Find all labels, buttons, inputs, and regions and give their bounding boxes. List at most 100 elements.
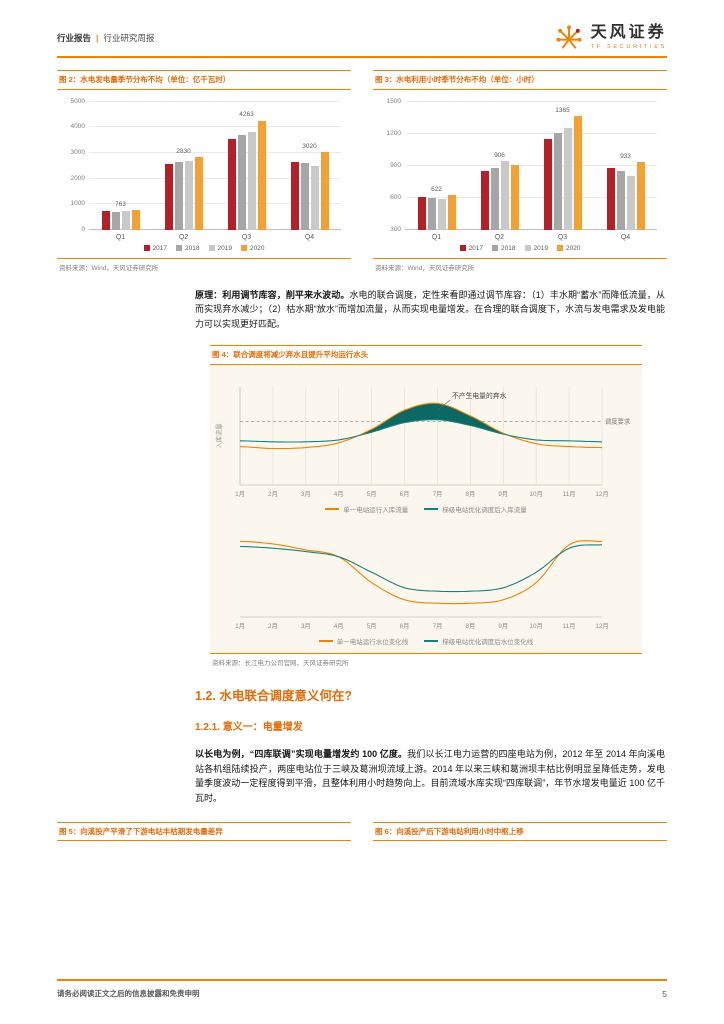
y-axis-tick: 1500	[386, 97, 401, 105]
legend-swatch	[325, 508, 340, 511]
figure-4-title: 图 4：联合调度将减少弃水且提升平均运行水头	[210, 345, 642, 366]
brand-flower-icon	[556, 25, 582, 49]
figure-2-bar-chart: 0 1000 2000 3000 4000 5000 763 Q1 2830 Q2 4263 Q3 30…	[57, 90, 351, 258]
y-axis-tick: 600	[390, 193, 401, 201]
legend-swatch	[176, 245, 183, 252]
y-axis-tick: 900	[390, 161, 401, 169]
gridline	[89, 100, 341, 102]
bar	[164, 163, 173, 230]
svg-text:1月: 1月	[235, 490, 245, 498]
figure-2-title: 图 2：水电发电量季节分布不均（单位：亿千瓦时）	[57, 70, 351, 90]
legend-item: 2020	[240, 245, 264, 252]
gridline	[405, 196, 657, 198]
bar	[131, 210, 140, 230]
gridline	[405, 164, 657, 166]
bar-plot-area: 300 600 900 1200 1500 622 Q1 906 Q2 1365 Q3 933 Q4	[387, 98, 657, 241]
legend-swatch	[459, 245, 466, 252]
bar	[636, 162, 645, 230]
header-rule	[57, 56, 667, 58]
legend-swatch	[556, 245, 563, 252]
spill-annotation: 不产生电量的弃水	[452, 391, 507, 400]
svg-text:10月: 10月	[530, 490, 543, 498]
x-axis-tick: Q4	[304, 233, 315, 241]
gridline	[405, 100, 657, 102]
svg-text:5月: 5月	[367, 490, 377, 498]
legend-item: 梯级电站优化调度后入库流量	[424, 504, 527, 514]
bar	[437, 198, 446, 230]
gridline	[89, 151, 341, 153]
data-label: 3020	[302, 142, 317, 150]
section-heading: 1.2. 水电联合调度意义何在?	[195, 689, 352, 704]
x-axis-tick: Q4	[620, 233, 631, 241]
bar-group: 763 Q1	[89, 102, 152, 241]
bar	[616, 171, 625, 230]
x-axis-tick: Q3	[241, 233, 252, 241]
x-axis-tick: Q1	[431, 233, 442, 241]
figure-2: 图 2：水电发电量季节分布不均（单位：亿千瓦时） 0 1000 2000 3000 40…	[57, 70, 351, 274]
brand-logo: 天风证券 TF SECURITIES	[554, 22, 667, 52]
bar	[101, 211, 110, 230]
y-axis-tick: 1000	[70, 200, 85, 208]
data-label: 622	[431, 185, 442, 193]
bar	[606, 167, 615, 230]
data-label: 2830	[176, 147, 191, 155]
y-axis-tick: 4000	[70, 123, 85, 131]
figure-5: 图 5：向溪投产平滑了下游电站丰枯期发电量差异	[57, 821, 351, 842]
legend-swatch	[424, 508, 439, 511]
x-axis-tick: Q3	[557, 233, 568, 241]
y-axis-tick: 5000	[70, 97, 85, 105]
legend-item: 2018	[176, 245, 200, 252]
legend-item: 梯级电站优化调度后水位变化线	[424, 636, 533, 646]
bar	[417, 196, 426, 230]
figure-3-title: 图 3：水电利用小时季节分布不均（单位：小时）	[373, 70, 667, 90]
bar	[111, 211, 120, 230]
bar	[573, 116, 582, 230]
report-category: 行业报告 | 行业研究周报	[57, 32, 154, 52]
footer-disclaimer: 请务必阅读正文之后的信息披露和免责申明	[57, 989, 200, 998]
y-axis-tick: 1200	[386, 129, 401, 137]
svg-text:4月: 4月	[334, 622, 344, 630]
y-axis-tick: 3000	[70, 148, 85, 156]
data-label: 763	[115, 200, 126, 208]
bar	[121, 210, 130, 230]
figure-2-source: 资料来源：Wind，天风证券研究所	[57, 257, 351, 274]
gridline	[405, 228, 657, 230]
legend-item: 2017	[459, 245, 483, 252]
svg-text:1月: 1月	[235, 622, 245, 630]
bar	[553, 132, 562, 230]
svg-text:11月: 11月	[563, 622, 576, 630]
bar	[320, 152, 329, 230]
page-footer: 请务必阅读正文之后的信息披露和免责申明 5	[57, 979, 667, 999]
brand-text: 天风证券 TF SECURITIES	[591, 24, 667, 50]
figure-5-title: 图 5：向溪投产平滑了下游电站丰枯期发电量差异	[57, 821, 351, 842]
doc-subtype-label: 行业研究周报	[103, 33, 155, 43]
svg-text:9月: 9月	[498, 622, 508, 630]
bar	[227, 138, 236, 230]
svg-text:2月: 2月	[268, 490, 278, 498]
top-figure-row: 图 2：水电发电量季节分布不均（单位：亿千瓦时） 0 1000 2000 3000 40…	[57, 70, 667, 274]
legend-swatch	[208, 245, 215, 252]
bar-group: 4263 Q3	[215, 102, 278, 241]
svg-text:10月: 10月	[530, 622, 543, 630]
chart-legend: 2017 2018 2019 2020	[375, 243, 665, 258]
figure-3-source: 资料来源：Wind，天风证券研究所	[373, 257, 667, 274]
legend-item: 2019	[524, 245, 548, 252]
figure-4-line-chart: 调度要求 不产生电量的弃水 入库流量 1月 2月 3月 4月 5月 6月 7月 8月 9月 10月 11月…	[210, 365, 642, 654]
subsection-heading: 1.2.1. 意义一：电量增发	[195, 722, 303, 734]
y-axis-tick: 300	[390, 225, 401, 233]
figure-3-bar-chart: 300 600 900 1200 1500 622 Q1 906 Q2 1365 Q3 933 Q4 20…	[373, 90, 667, 258]
bar	[184, 160, 193, 230]
svg-text:7月: 7月	[433, 622, 443, 630]
brand-name: 天风证券	[590, 24, 667, 42]
legend-item: 单一电站运行入库流量	[325, 504, 408, 514]
bar	[427, 197, 436, 230]
bar	[300, 163, 309, 230]
svg-text:8月: 8月	[465, 622, 475, 630]
bar	[247, 132, 256, 230]
bar	[563, 128, 572, 230]
x-axis-tick: Q1	[115, 233, 126, 241]
bar	[543, 139, 552, 230]
bar	[447, 195, 456, 230]
page-header: 行业报告 | 行业研究周报 天风证券	[0, 0, 724, 52]
